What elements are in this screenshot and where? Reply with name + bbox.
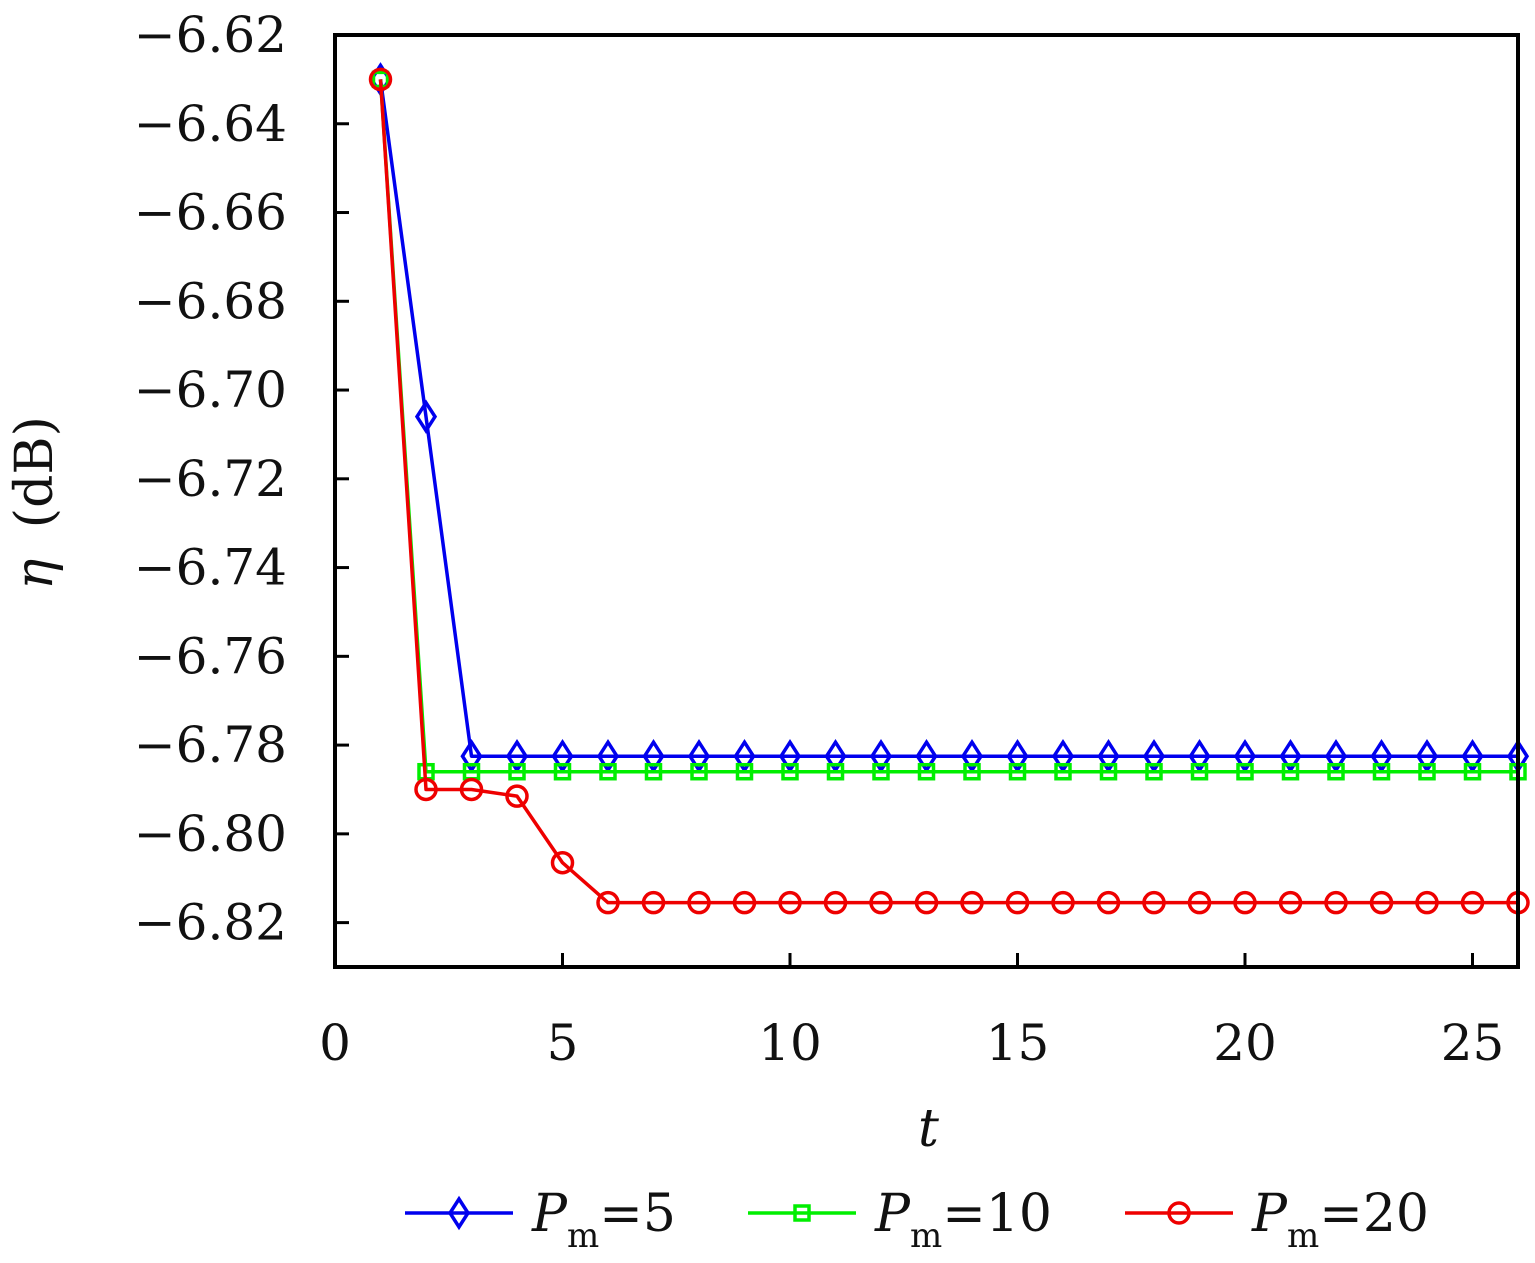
x-tick-label: 10 [758,1014,822,1072]
data-point-circle [732,890,757,915]
y-axis-unit: (dB) [5,416,65,528]
x-tick-label: 5 [547,1014,579,1072]
y-tick-label: −6.62 [134,6,287,64]
data-point-square [599,762,617,781]
y-tick-label: −6.64 [134,95,287,153]
data-point-circle [778,890,802,915]
legend-marker-circle [1167,1201,1191,1225]
data-point-circle [914,890,939,915]
data-point-circle [1051,890,1075,915]
data-point-square [1372,762,1391,781]
data-point-square [1281,762,1300,781]
data-point-circle [414,777,438,802]
y-tick-label: −6.72 [134,450,287,508]
x-tick-label: 25 [1441,1014,1505,1072]
x-tick-label: 15 [986,1014,1050,1072]
data-point-square [690,762,708,781]
data-point-circle [1233,890,1257,915]
legend-label: Pm=20 [1251,1184,1429,1256]
y-tick-label: −6.82 [134,894,287,952]
legend-marker-diamond [447,1195,471,1231]
series-line [378,79,1518,774]
data-point-circle [869,890,893,915]
y-tick-label: −6.76 [134,627,287,685]
data-point-circle [550,850,575,875]
y-tick-label: −6.68 [134,272,287,330]
x-tick-label: 0 [319,1014,351,1072]
legend-label: Pm=5 [531,1184,676,1256]
data-point-circle [1324,890,1348,915]
y-tick-label: −6.80 [134,805,287,863]
data-point-square [508,762,526,781]
legend-item: Pm=10 [748,1184,1052,1256]
data-point-circle [960,890,984,915]
data-point-circle [1142,890,1166,915]
data-point-square [1236,762,1254,781]
series-2 [368,67,1530,915]
data-point-circle [823,890,848,915]
data-point-circle [1187,890,1212,915]
legend: Pm=5 Pm=10 Pm=20 [405,1184,1429,1256]
data-point-diamond [414,399,438,434]
data-point-square [1054,762,1072,781]
data-point-circle [1415,890,1439,915]
data-point-square [872,762,890,781]
legend-label: Pm=10 [874,1184,1052,1256]
y-tick-label: −6.70 [134,361,287,419]
y-axis-label: η (dB) [5,416,65,590]
y-tick-label: −6.66 [134,184,287,242]
legend-item: Pm=20 [1125,1184,1429,1256]
data-point-square [1190,762,1209,781]
data-point-square [917,762,936,781]
data-point-square [1099,762,1118,781]
plot-frame [333,33,1520,969]
data-point-circle [687,890,711,915]
data-point-square [963,762,981,781]
data-point-square [1418,762,1436,781]
y-tick-label: −6.74 [134,539,287,597]
data-point-circle [1096,890,1121,915]
y-tick-label: −6.78 [134,716,287,774]
legend-item: Pm=5 [405,1184,676,1256]
y-axis-symbol: η [5,559,65,590]
data-point-circle [1460,890,1485,915]
data-point-circle [1278,890,1303,915]
data-point-square [644,762,663,781]
data-point-circle [596,890,620,915]
legend-marker-square [793,1204,811,1222]
series-0 [369,62,1530,774]
data-point-square [1327,762,1345,781]
series-line [378,79,1518,758]
x-tick-label: 20 [1213,1014,1277,1072]
data-point-square [781,762,799,781]
data-point-square [1008,762,1027,781]
data-point-square [1145,762,1163,781]
data-point-square [553,762,572,781]
data-point-square [735,762,754,781]
data-point-circle [641,890,666,915]
x-axis-label: t [918,1099,939,1159]
series-1 [371,70,1527,781]
data-point-square [826,762,845,781]
data-point-circle [505,784,529,808]
data-point-circle [459,777,484,802]
data-point-circle [1369,890,1394,915]
data-point-circle [368,67,393,92]
data-point-circle [1005,890,1030,915]
data-point-square [1463,762,1482,781]
series-line [378,79,1518,905]
